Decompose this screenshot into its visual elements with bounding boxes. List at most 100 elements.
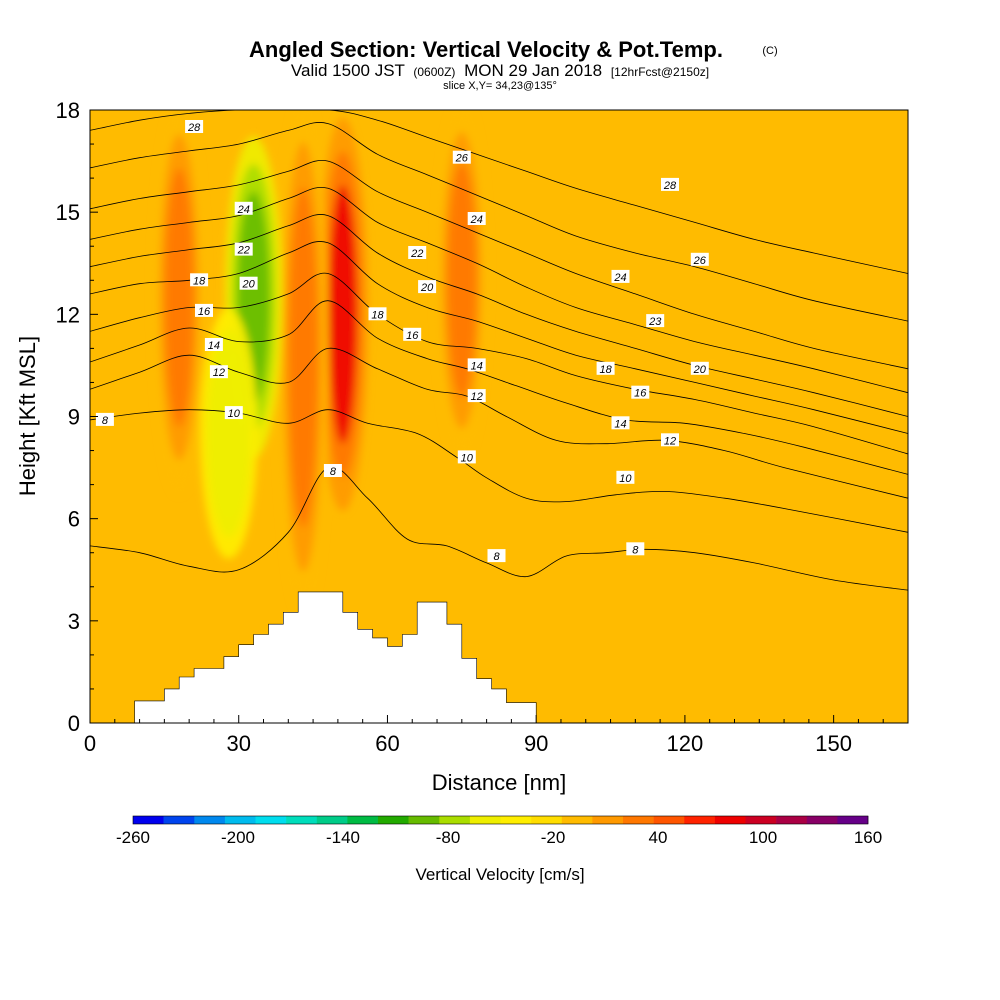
x-tick-label: 150 [815, 731, 852, 756]
y-tick-label: 15 [56, 200, 80, 225]
contour-label-bg [418, 280, 437, 294]
isentrope-8 [90, 466, 908, 591]
y-axis: 0 3 6 9 12 15 18 [56, 98, 98, 736]
contour-label-bg [403, 327, 422, 341]
y-tick-label: 9 [68, 405, 80, 430]
contour-label-text: 12 [471, 391, 483, 403]
plot-area: 28 26 28 24 24 22 22 26 20 20 24 18 16 18 23 16 14 14 18 20… [90, 110, 908, 723]
contour-label-7: 26 [690, 252, 709, 267]
contour-label-30: 8 [487, 549, 506, 563]
velocity-downdraft-5-level-2 [212, 351, 245, 516]
colorbar-swatch [194, 816, 226, 824]
contour-label-5: 22 [234, 242, 253, 257]
valid-line: Valid 1500 JST (0600Z) MON 29 Jan 2018 [… [291, 61, 709, 80]
colorbar-swatch [561, 816, 593, 824]
colorbar-tick-label: 40 [649, 828, 668, 847]
colorbar-swatch [776, 816, 807, 824]
colorbar-swatch [408, 816, 440, 824]
contour-label-text: 10 [228, 408, 241, 420]
contour-label-text: 16 [406, 330, 419, 342]
contour-label-21: 12 [467, 389, 486, 403]
x-axis-label: Distance [nm] [432, 770, 567, 795]
colorbar-swatch [684, 816, 716, 824]
contour-label-27: 10 [457, 450, 476, 464]
isentrope-28 [90, 110, 908, 274]
colorbar-tick-label: 100 [749, 828, 777, 847]
colorbar-swatch [163, 816, 195, 824]
contour-label-bg [596, 361, 615, 375]
contour-label-bg [661, 433, 679, 447]
contour-label-text: 8 [632, 544, 639, 556]
contour-label-text: 24 [237, 204, 250, 216]
contour-label-16: 14 [204, 338, 223, 352]
terrain [90, 591, 908, 723]
valid-utc: (0600Z) [413, 65, 455, 79]
contour-label-text: 14 [614, 418, 626, 430]
contour-label-14: 23 [646, 314, 665, 328]
contour-label-bg [408, 246, 427, 259]
y-tick-label: 3 [68, 609, 80, 634]
contour-label-bg [234, 201, 253, 215]
isentrope-20 [90, 214, 908, 417]
colorbar-frame [132, 815, 869, 825]
chart-title: Angled Section: Vertical Velocity & Pot.… [249, 37, 723, 62]
contour-label-text: 20 [420, 282, 434, 294]
x-tick-label: 0 [84, 731, 96, 756]
contour-label-bg [467, 212, 486, 225]
contour-label-bg [690, 361, 709, 375]
contour-label-bg [195, 303, 213, 317]
contour-label-2: 28 [661, 177, 679, 192]
contour-label-text: 18 [371, 309, 384, 321]
colorbar-tick-label: -20 [541, 828, 566, 847]
colorbar-swatch [500, 816, 532, 824]
colorbar-swatch [347, 816, 379, 824]
contour-label-bg [626, 542, 645, 556]
contour-label-bg [224, 406, 243, 420]
contour-label-text: 28 [187, 122, 201, 134]
velocity-updraft-0-level-2 [328, 185, 358, 444]
contour-label-text: 12 [664, 435, 676, 447]
y-axis-label: Height [Kft MSL] [15, 336, 40, 496]
contour-label-bg [661, 177, 679, 191]
x-tick-label: 90 [524, 731, 548, 756]
contour-label-19: 20 [690, 361, 709, 376]
contour-label-bg [452, 150, 471, 164]
slice-info: slice X,Y= 34,23@135° [443, 80, 557, 92]
contour-label-4: 24 [467, 212, 486, 226]
contour-label-text: 8 [102, 415, 109, 427]
colorbar-swatch [745, 816, 777, 824]
velocity-updraft-3-level-2 [164, 168, 194, 427]
contour-label-text: 18 [599, 364, 612, 376]
contour-label-text: 16 [634, 388, 647, 400]
copyright-mark: (C) [762, 45, 777, 57]
contour-label-text: 20 [241, 279, 255, 291]
colorbar-tick-label: 160 [854, 828, 882, 847]
x-tick-label: 60 [375, 731, 399, 756]
velocity-updraft-1-level-2 [288, 186, 318, 528]
contour-label-bg [646, 314, 665, 328]
colorbar-tick-label: -200 [221, 828, 255, 847]
contour-label-bg [487, 549, 506, 563]
forecast-info: [12hrFcst@2150z] [611, 65, 709, 79]
contour-label-26: 12 [661, 433, 679, 447]
x-tick-label: 30 [226, 731, 250, 756]
velocity-field [153, 110, 488, 617]
contour-label-bg [185, 120, 204, 133]
colorbar-swatch [592, 816, 624, 824]
isentropes [90, 110, 908, 591]
terrain-profile [90, 591, 908, 723]
contour-label-25: 8 [95, 412, 114, 427]
colorbar-swatch [133, 816, 164, 824]
valid-date: MON 29 Jan 2018 [464, 61, 602, 80]
contour-label-3: 24 [234, 201, 253, 216]
contour-label-bg [457, 450, 476, 464]
colorbar-swatch [531, 816, 562, 824]
contour-label-13: 18 [368, 307, 387, 321]
colorbar-swatch [653, 816, 685, 824]
x-tick-label: 120 [667, 731, 704, 756]
isentrope-22 [90, 187, 908, 394]
contour-label-6: 22 [408, 246, 427, 260]
valid-prefix: Valid 1500 JST [291, 61, 405, 80]
contour-label-28: 8 [323, 464, 342, 478]
